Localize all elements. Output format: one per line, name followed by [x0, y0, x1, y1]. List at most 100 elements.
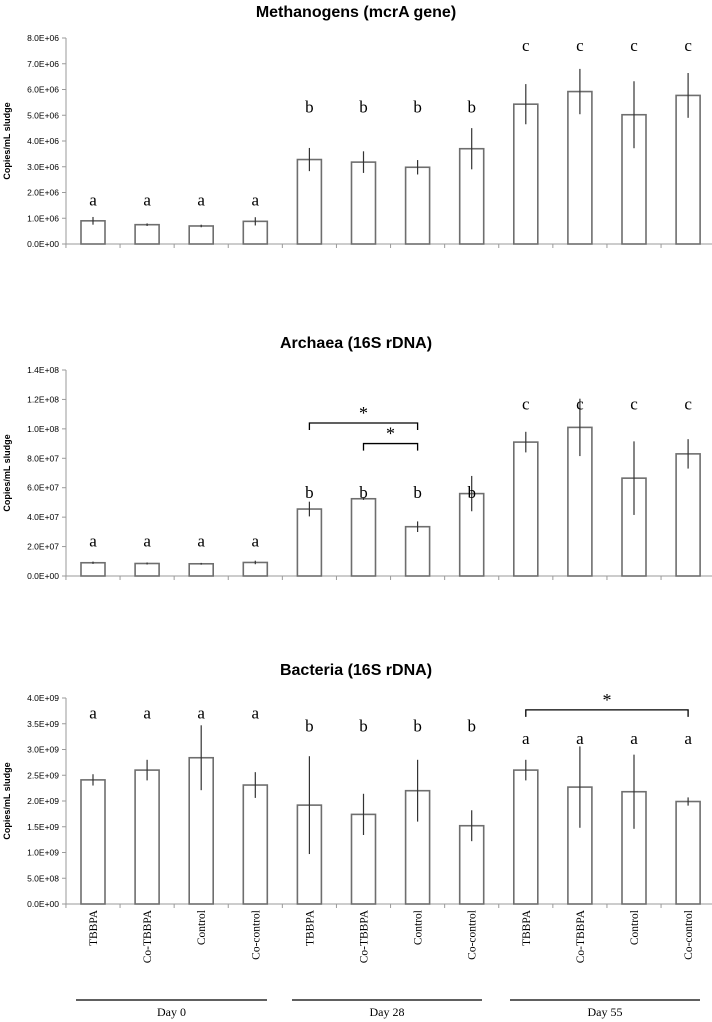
significance-letter: a: [197, 704, 205, 723]
y-tick-label: 3.0E+06: [27, 162, 59, 172]
bar: [675, 800, 701, 905]
significance-letter: a: [576, 729, 584, 748]
bar: [242, 784, 269, 905]
significance-letter: a: [197, 532, 205, 551]
significance-star: *: [359, 403, 368, 423]
chart-title: Methanogens (mcrA gene): [256, 4, 456, 21]
y-tick-label: 4.0E+09: [27, 693, 59, 703]
significance-letter: a: [143, 704, 151, 723]
y-axis-label: Copies/mL sludge: [2, 102, 12, 179]
bar: [188, 562, 214, 577]
significance-letter: c: [630, 36, 638, 55]
group-label: Day 0: [157, 1005, 186, 1019]
y-tick-label: 6.0E+06: [27, 85, 59, 95]
bar: [675, 453, 701, 577]
bar: [567, 90, 593, 245]
significance-letter: c: [576, 395, 584, 414]
bar: [80, 779, 106, 905]
y-tick-label: 5.0E+06: [27, 110, 59, 120]
bar: [350, 497, 377, 577]
significance-bracket: [525, 709, 689, 717]
bar: [404, 525, 431, 577]
y-tick-label: 2.0E+09: [27, 796, 59, 806]
significance-letter: b: [305, 716, 314, 735]
bar: [404, 166, 431, 245]
category-label: Control: [196, 910, 208, 945]
significance-letter: a: [89, 704, 97, 723]
significance-letter: a: [143, 532, 151, 551]
bar: [675, 94, 701, 245]
y-tick-label: 3.5E+09: [27, 719, 59, 729]
category-label: Co-control: [467, 910, 479, 960]
y-tick-label: 1.0E+09: [27, 848, 59, 858]
significance-letter: c: [684, 395, 692, 414]
group-label: Day 28: [370, 1005, 405, 1019]
chart-title: Bacteria (16S rDNA): [280, 662, 432, 679]
category-label: Co-TBBPA: [575, 909, 587, 963]
y-tick-label: 1.0E+06: [27, 213, 59, 223]
bar: [188, 756, 214, 905]
category-label: Co-control: [683, 910, 695, 960]
significance-letter: a: [252, 190, 260, 209]
significance-bracket: [308, 422, 419, 430]
bar: [512, 769, 539, 905]
y-tick-label: 8.0E+07: [27, 453, 59, 463]
significance-letter: b: [305, 483, 314, 502]
significance-letter: b: [359, 98, 368, 117]
y-tick-label: 4.0E+07: [27, 512, 59, 522]
significance-letter: c: [522, 395, 530, 414]
y-tick-label: 2.0E+07: [27, 542, 59, 552]
bar: [188, 225, 214, 245]
bar: [242, 561, 269, 577]
category-label: Control: [413, 910, 425, 945]
y-tick-label: 2.0E+06: [27, 188, 59, 198]
y-axis-label: Copies/mL sludge: [2, 762, 12, 839]
y-axis-label: Copies/mL sludge: [2, 434, 12, 511]
significance-letter: b: [467, 98, 476, 117]
significance-letter: a: [89, 190, 97, 209]
significance-letter: a: [143, 190, 151, 209]
y-tick-label: 1.4E+08: [27, 365, 59, 375]
significance-letter: b: [413, 716, 422, 735]
significance-letter: c: [576, 36, 584, 55]
significance-star: *: [602, 690, 611, 710]
significance-letter: a: [684, 729, 692, 748]
significance-star: *: [386, 424, 395, 444]
y-tick-label: 6.0E+07: [27, 483, 59, 493]
significance-letter: a: [252, 532, 260, 551]
significance-letter: b: [413, 98, 422, 117]
bar: [296, 158, 323, 245]
category-label: Co-TBBPA: [142, 909, 154, 963]
bar: [296, 508, 323, 577]
group-label: Day 55: [588, 1005, 623, 1019]
significance-letter: a: [252, 704, 260, 723]
bar: [134, 223, 160, 245]
y-tick-label: 1.0E+08: [27, 424, 59, 434]
significance-bracket: [362, 442, 419, 451]
bar: [512, 103, 539, 245]
y-tick-label: 3.0E+09: [27, 745, 59, 755]
y-tick-label: 1.2E+08: [27, 394, 59, 404]
significance-letter: c: [684, 36, 692, 55]
y-tick-label: 0.0E+00: [27, 239, 59, 249]
bar: [134, 562, 160, 577]
significance-letter: b: [413, 483, 422, 502]
bar: [350, 813, 377, 905]
y-tick-label: 1.5E+09: [27, 822, 59, 832]
y-tick-label: 0.0E+00: [27, 571, 59, 581]
significance-letter: b: [359, 716, 368, 735]
bar: [621, 790, 647, 905]
significance-letter: a: [522, 729, 530, 748]
y-tick-label: 2.5E+09: [27, 770, 59, 780]
category-label: TBBPA: [304, 909, 316, 946]
significance-letter: a: [630, 729, 638, 748]
y-tick-label: 8.0E+06: [27, 33, 59, 43]
y-tick-label: 7.0E+06: [27, 59, 59, 69]
significance-letter: c: [630, 395, 638, 414]
y-tick-label: 5.0E+08: [27, 873, 59, 883]
y-tick-label: 4.0E+06: [27, 136, 59, 146]
category-label: Control: [629, 910, 641, 945]
significance-letter: a: [197, 190, 205, 209]
chart-title: Archaea (16S rDNA): [280, 335, 432, 352]
category-label: TBBPA: [88, 909, 100, 946]
